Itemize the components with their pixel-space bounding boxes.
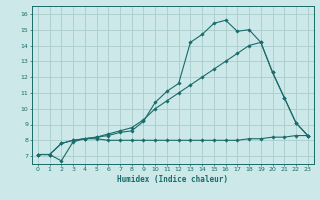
X-axis label: Humidex (Indice chaleur): Humidex (Indice chaleur) — [117, 175, 228, 184]
